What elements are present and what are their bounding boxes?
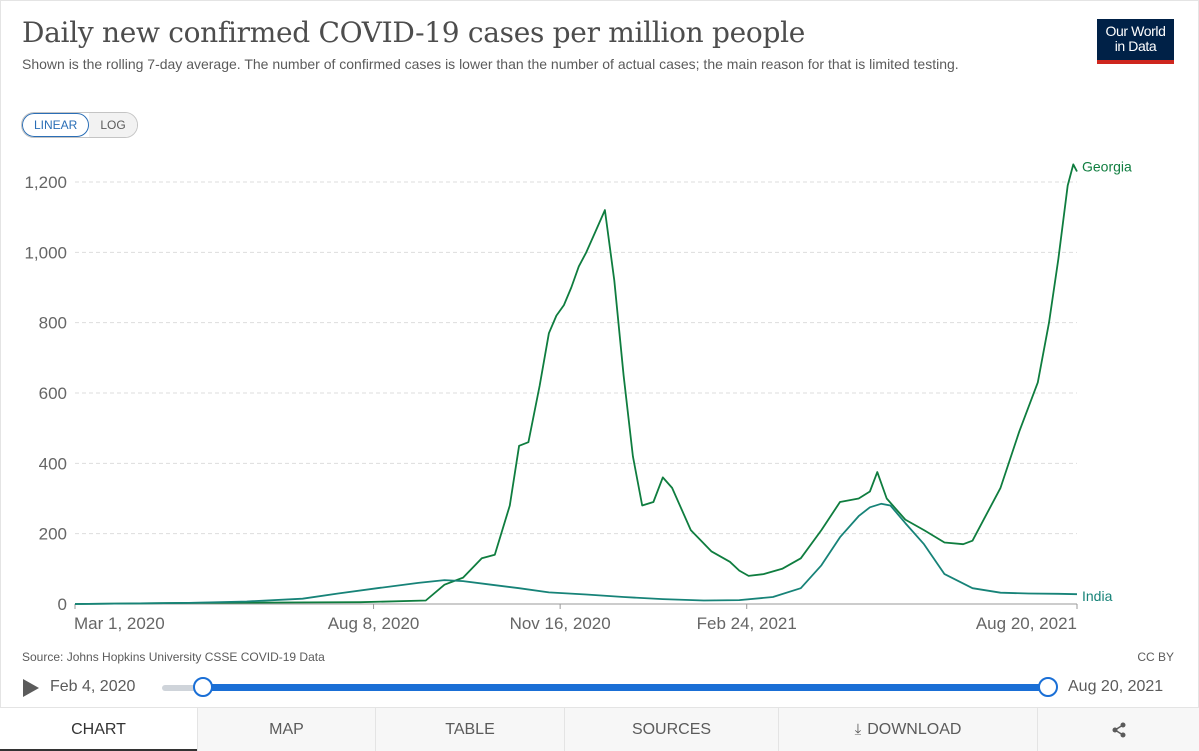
y-tick-label: 400 <box>39 454 67 473</box>
tab-share[interactable] <box>1037 708 1199 751</box>
x-tick-label: Mar 1, 2020 <box>74 614 165 633</box>
y-tick-label: 200 <box>39 525 67 544</box>
timeline-end-label: Aug 20, 2021 <box>1068 678 1164 695</box>
source-note: Source: Johns Hopkins University CSSE CO… <box>22 650 325 664</box>
x-tick-label: Aug 20, 2021 <box>976 614 1077 633</box>
x-tick-label: Nov 16, 2020 <box>510 614 611 633</box>
y-tick-label: 1,000 <box>24 243 67 262</box>
x-tick-label: Feb 24, 2021 <box>697 614 797 633</box>
logo-line-1: Our World <box>1105 23 1166 39</box>
tab-download[interactable]: ⤓ DOWNLOAD <box>778 708 1037 751</box>
download-label: DOWNLOAD <box>867 721 962 738</box>
y-tick-label: 1,200 <box>24 173 67 192</box>
timeline-start-label: Feb 4, 2020 <box>50 678 136 695</box>
timeline-end-handle[interactable] <box>1038 677 1058 697</box>
log-scale-button[interactable]: LOG <box>89 113 137 137</box>
timeline-selected-range <box>202 684 1048 691</box>
logo-line-2: in Data <box>1114 38 1157 54</box>
series-line-georgia[interactable] <box>74 163 1078 605</box>
line-chart: 0 200 400 600 800 1,000 1,200 Mar 1, 2020 Aug 8… <box>24 158 1132 633</box>
owid-logo[interactable]: Our World in Data <box>1097 19 1174 64</box>
tab-table[interactable]: TABLE <box>375 708 564 751</box>
chart-title: Daily new confirmed COVID-19 cases per m… <box>22 16 806 49</box>
license-link[interactable]: CC BY <box>1137 650 1174 664</box>
timeline-start-handle[interactable] <box>193 677 213 697</box>
chart-subtitle: Shown is the rolling 7-day average. The … <box>22 56 959 72</box>
tab-map[interactable]: MAP <box>197 708 375 751</box>
series-label-india[interactable]: India <box>1082 588 1113 604</box>
y-tick-label: 0 <box>58 595 67 614</box>
download-icon: ⤓ <box>854 721 862 738</box>
timeline: Feb 4, 2020 Aug 20, 2021 <box>0 672 1199 704</box>
y-tick-label: 800 <box>39 314 67 333</box>
share-icon <box>1112 722 1125 738</box>
y-tick-label: 600 <box>39 384 67 403</box>
scale-toggle: LINEAR LOG <box>21 112 138 138</box>
x-tick-label: Aug 8, 2020 <box>328 614 420 633</box>
tab-chart[interactable]: CHART <box>0 708 197 751</box>
play-icon[interactable] <box>23 679 39 697</box>
series-line-india[interactable] <box>74 502 1078 605</box>
tab-sources[interactable]: SOURCES <box>564 708 778 751</box>
linear-scale-button[interactable]: LINEAR <box>22 113 90 137</box>
tab-bar: CHART MAP TABLE SOURCES ⤓ DOWNLOAD <box>0 707 1199 751</box>
series-label-georgia[interactable]: Georgia <box>1082 158 1132 174</box>
